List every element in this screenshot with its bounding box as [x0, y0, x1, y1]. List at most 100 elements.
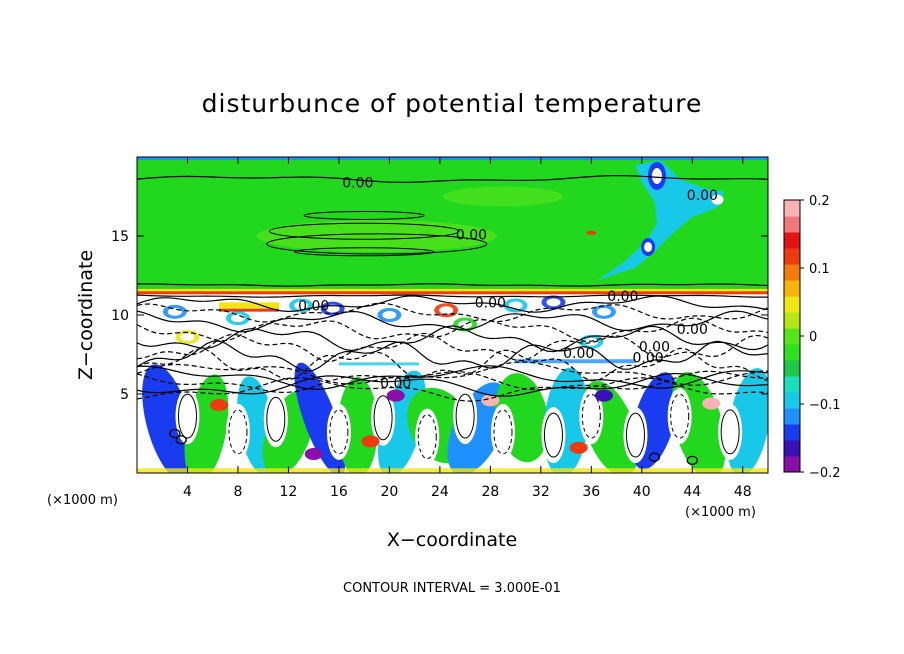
colorbar-segment: [784, 360, 800, 377]
mid-layer-blob-core: [382, 311, 397, 319]
colorbar-tick-label: −0.2: [809, 466, 841, 481]
contour-label: 0.00: [633, 351, 664, 367]
contour-label: 0.00: [380, 376, 411, 392]
contour-upper-ellipse: [266, 233, 488, 255]
colorbar-segment: [784, 440, 800, 457]
contour-lower-loop: [670, 393, 690, 439]
contour-small-loop: [648, 452, 661, 462]
lower-swirl-core: [667, 388, 692, 445]
mid-layer-blob-core: [325, 304, 340, 313]
mid-layer-blob-core: [596, 307, 611, 316]
lower-layer-patch: [702, 397, 721, 410]
chart-title: disturbunce of potential temperature: [202, 89, 703, 118]
contour-lines: [137, 174, 768, 466]
mid-layer-band: [338, 362, 419, 366]
mid-layer-band: [515, 359, 636, 364]
contour-lower-loop: [417, 414, 437, 460]
mid-layer-blob-core: [508, 301, 523, 310]
contour-lower-loop: [543, 412, 563, 458]
x-axis-label: X−coordinate: [387, 529, 517, 551]
contour-lower-loop: [228, 409, 248, 455]
x-tick-label: 48: [734, 484, 752, 500]
contour-lower-loop: [625, 412, 645, 458]
lower-layer-patch: [361, 435, 380, 448]
contour-lower-loop: [177, 393, 197, 439]
contour-mid-lower: [137, 377, 768, 402]
contour-mid-lower: [137, 370, 768, 394]
contour-mid: [137, 295, 768, 313]
lower-swirl-core: [453, 388, 478, 445]
y-axis-label: Z−coordinate: [75, 250, 97, 380]
x-tick-label: 28: [481, 484, 499, 500]
x-tick-label: 12: [280, 484, 298, 500]
x-tick-label: 16: [330, 484, 348, 500]
x-unit-right: (×1000 m): [685, 505, 756, 520]
lower-swirl-core: [263, 391, 288, 448]
contour-mid-lower: [137, 361, 768, 386]
colorbar-segment: [784, 328, 800, 345]
lower-swirl-core: [490, 403, 515, 460]
lower-layer-patch: [386, 389, 405, 402]
z-tick-label: 10: [111, 308, 129, 324]
colorbar-segment: [784, 248, 800, 265]
lower-layer-patch: [210, 399, 229, 412]
colorbar-segment: [784, 312, 800, 329]
colorbar-segment: [784, 280, 800, 297]
lower-layer-patch: [304, 448, 323, 461]
x-tick-label: 32: [532, 484, 550, 500]
contour-labels: 0.000.000.000.000.000.00 0.000.000.000.00…: [298, 175, 718, 392]
lower-swirl-core: [326, 403, 351, 460]
contour-small-loop: [175, 435, 187, 445]
upper-band: [256, 220, 497, 252]
surface-stripe: [137, 468, 768, 473]
lower-swirl-core: [371, 389, 396, 446]
contour-lower-loop: [373, 395, 393, 441]
contour-upper-ellipse: [293, 247, 435, 257]
colorbar-segment: [784, 424, 800, 441]
mid-layer-blob-core: [584, 337, 599, 346]
colorbar-segment: [784, 264, 800, 281]
x-tick-label: 36: [582, 484, 600, 500]
tropopause-stripe-red: [137, 291, 768, 295]
contour-mid: [137, 325, 768, 353]
z-tick-label: 5: [120, 387, 129, 403]
upper-plume-core: [651, 167, 662, 184]
x-unit-left: (×1000 m): [47, 493, 118, 508]
mid-layer-blob-core: [294, 301, 309, 310]
contour-mid: [137, 340, 768, 372]
contour-label: 0.00: [298, 299, 329, 315]
upper-plume: [597, 160, 724, 281]
tropopause-stripe-yellow: [137, 288, 768, 293]
upper-plume-core: [711, 194, 724, 205]
contour-lower-loop: [455, 393, 475, 439]
contour-small-loop: [686, 455, 698, 466]
mid-layer-band: [219, 302, 280, 309]
x-axis-ticks: 4 8 12 16 20 24 28 32 36 40 44 48: [183, 157, 752, 500]
mid-layer-blob-core: [167, 307, 182, 316]
contour-label: 0.00: [563, 346, 594, 362]
contour-mid-lower: [137, 372, 768, 397]
contour-label: 0.00: [639, 340, 670, 356]
contour-lower-loop: [266, 396, 286, 442]
x-tick-label: 40: [633, 484, 651, 500]
contour-label: 0.00: [456, 227, 487, 243]
x-tick-label: 8: [233, 484, 242, 500]
upper-plume-core: [586, 230, 597, 235]
lower-swirl-core: [415, 408, 440, 465]
contour-upper: [137, 174, 768, 183]
colorbar-segment: [784, 392, 800, 409]
lower-swirl-core: [225, 403, 250, 460]
mid-layer-blob-core: [180, 333, 195, 342]
x-tick-label: 44: [683, 484, 701, 500]
contour-lower-loop: [493, 409, 513, 455]
colorbar-segment: [784, 456, 800, 473]
lower-swirl-core: [579, 388, 604, 445]
field-layer: [137, 157, 768, 473]
colorbar-segment: [784, 344, 800, 361]
contour-small-loop: [169, 428, 181, 439]
colorbar-tick-label: 0.2: [809, 194, 830, 209]
colorbar-segment: [784, 408, 800, 425]
x-tick-label: 24: [431, 484, 449, 500]
contour-mid: [137, 332, 768, 362]
colorbar: 0.2 0.1 0 −0.1 −0.2: [783, 194, 841, 481]
